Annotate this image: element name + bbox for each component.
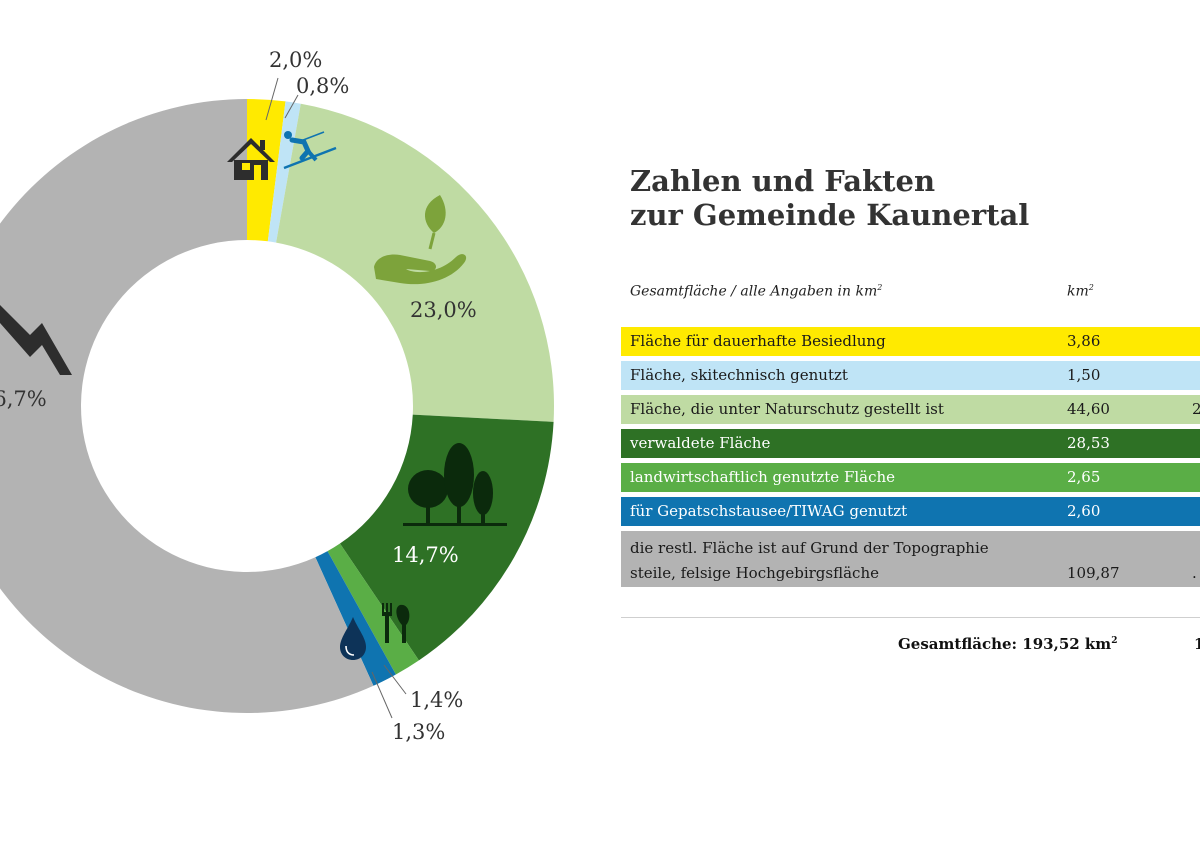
table-row: landwirtschaftlich genutzte Fläche 2,65 xyxy=(621,463,1200,492)
row-value: 2,60 xyxy=(1067,502,1101,520)
pct-label-settlement: 2,0% xyxy=(269,48,322,72)
title-line-2: zur Gemeinde Kaunertal xyxy=(630,198,1030,232)
table-row: die restl. Fläche ist auf Grund der Topo… xyxy=(621,531,1200,587)
pct-label-agriculture: 1,4% xyxy=(410,688,463,712)
row-label: Fläche für dauerhafte Besiedlung xyxy=(630,332,886,350)
table-row: Fläche für dauerhafte Besiedlung 3,86 xyxy=(621,327,1200,356)
row-pct-edge: . xyxy=(1192,564,1197,582)
row-label: für Gepatschstausee/TIWAG genutzt xyxy=(630,502,908,520)
row-value: 109,87 xyxy=(1067,564,1120,582)
slice-agriculture xyxy=(327,543,419,675)
slice-forest xyxy=(339,414,554,661)
water-drop-icon xyxy=(340,617,366,660)
pct-label-water: 1,3% xyxy=(392,720,445,744)
pct-label-forest: 14,7% xyxy=(392,543,459,567)
house-icon xyxy=(227,138,275,180)
table-row: für Gepatschstausee/TIWAG genutzt 2,60 xyxy=(621,497,1200,526)
donut-svg: 2,0% 0,8% 23,0% 14,7% 1,4% 1,3% 56,7% xyxy=(0,48,554,744)
table-header-label-text: Gesamtfläche / alle Angaben in km xyxy=(630,283,878,300)
title-line-1: Zahlen und Fakten xyxy=(630,164,936,198)
garden-tools-icon xyxy=(382,603,410,643)
row-label: Fläche, die unter Naturschutz gestellt i… xyxy=(630,400,944,418)
slice-ski xyxy=(267,101,301,243)
pct-label-mountain: 56,7% xyxy=(0,387,47,411)
slice-mountain xyxy=(0,99,374,713)
total-pct-edge: 1 xyxy=(1194,635,1200,653)
row-value: 2,65 xyxy=(1067,468,1101,486)
area-table: Fläche für dauerhafte Besiedlung 3,86 Fl… xyxy=(621,327,1200,592)
row-value: 3,86 xyxy=(1067,332,1101,350)
trees-icon xyxy=(403,443,507,526)
donut-chart: 2,0% 0,8% 23,0% 14,7% 1,4% 1,3% 56,7% xyxy=(0,48,554,744)
row-label: verwaldete Fläche xyxy=(630,434,771,452)
row-value: 28,53 xyxy=(1067,434,1110,452)
row-pct-edge: 2 xyxy=(1192,400,1200,418)
table-row: verwaldete Fläche 28,53 xyxy=(621,429,1200,458)
table-row: Fläche, skitechnisch genutzt 1,50 xyxy=(621,361,1200,390)
table-header-label: Gesamtfläche / alle Angaben in km2 xyxy=(630,283,882,300)
page-title: Zahlen und Fakten zur Gemeinde Kaunertal xyxy=(630,164,1190,232)
table-header-label-sup: 2 xyxy=(877,283,883,292)
skier-icon xyxy=(283,131,337,170)
total-area: Gesamtfläche: 193,52 km2 xyxy=(898,635,1117,653)
leaf-hand-icon xyxy=(374,195,467,285)
row-label: die restl. Fläche ist auf Grund der Topo… xyxy=(630,539,989,557)
pct-label-ski: 0,8% xyxy=(296,74,349,98)
total-area-text: Gesamtfläche: 193,52 km xyxy=(898,635,1112,653)
table-divider xyxy=(621,617,1200,618)
row-label: landwirtschaftlich genutzte Fläche xyxy=(630,468,896,486)
row-label-line-2: steile, felsige Hochgebirgsfläche xyxy=(630,564,879,582)
table-header-value-sup: 2 xyxy=(1088,283,1094,292)
table-header-value-text: km xyxy=(1067,283,1089,300)
total-area-sup: 2 xyxy=(1111,636,1118,646)
slice-water xyxy=(315,551,396,686)
row-value: 1,50 xyxy=(1067,366,1101,384)
table-row: Fläche, die unter Naturschutz gestellt i… xyxy=(621,395,1200,424)
row-value: 44,60 xyxy=(1067,400,1110,418)
mountain-icon xyxy=(0,305,72,375)
pct-label-nature: 23,0% xyxy=(410,298,477,322)
table-header-value: km2 xyxy=(1067,283,1094,300)
row-label: Fläche, skitechnisch genutzt xyxy=(630,366,848,384)
